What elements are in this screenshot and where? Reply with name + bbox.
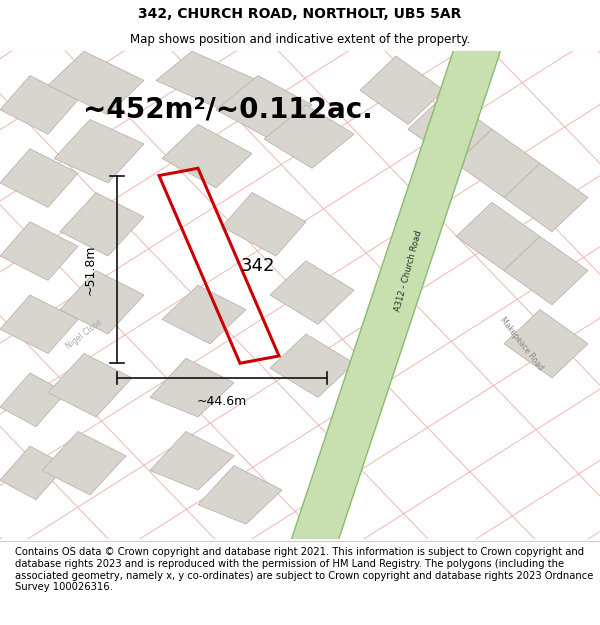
Polygon shape <box>162 124 252 188</box>
Polygon shape <box>48 51 144 114</box>
Polygon shape <box>60 271 144 334</box>
Polygon shape <box>42 431 126 495</box>
Text: ~44.6m: ~44.6m <box>197 395 247 408</box>
Polygon shape <box>0 446 66 500</box>
Polygon shape <box>216 76 312 139</box>
Polygon shape <box>150 358 234 417</box>
Polygon shape <box>48 354 132 417</box>
Polygon shape <box>162 285 246 344</box>
Polygon shape <box>222 192 306 256</box>
Polygon shape <box>264 105 354 168</box>
Polygon shape <box>150 431 234 490</box>
Polygon shape <box>290 37 502 553</box>
Text: A312 - Church Road: A312 - Church Road <box>393 229 423 312</box>
Text: 342, CHURCH ROAD, NORTHOLT, UB5 5AR: 342, CHURCH ROAD, NORTHOLT, UB5 5AR <box>139 8 461 21</box>
Polygon shape <box>0 149 78 208</box>
Text: 342: 342 <box>241 257 275 275</box>
Polygon shape <box>504 236 588 305</box>
Polygon shape <box>60 192 144 256</box>
Text: Contains OS data © Crown copyright and database right 2021. This information is : Contains OS data © Crown copyright and d… <box>15 548 593 592</box>
Polygon shape <box>504 309 588 378</box>
Polygon shape <box>54 119 144 183</box>
Polygon shape <box>504 163 588 232</box>
Polygon shape <box>456 202 540 271</box>
Polygon shape <box>198 466 282 524</box>
Text: Map shows position and indicative extent of the property.: Map shows position and indicative extent… <box>130 34 470 46</box>
Polygon shape <box>456 129 540 198</box>
Polygon shape <box>156 51 258 110</box>
Text: ~51.8m: ~51.8m <box>83 244 97 294</box>
Polygon shape <box>270 334 354 398</box>
Polygon shape <box>0 373 66 427</box>
Text: ~452m²/~0.112ac.: ~452m²/~0.112ac. <box>83 96 373 124</box>
Text: Makepeace Road: Makepeace Road <box>499 316 545 372</box>
Polygon shape <box>0 76 78 134</box>
Polygon shape <box>408 95 492 163</box>
Polygon shape <box>0 222 78 281</box>
Text: Nigel Close: Nigel Close <box>64 318 104 351</box>
Polygon shape <box>0 295 78 354</box>
Polygon shape <box>360 56 444 124</box>
Polygon shape <box>270 261 354 324</box>
